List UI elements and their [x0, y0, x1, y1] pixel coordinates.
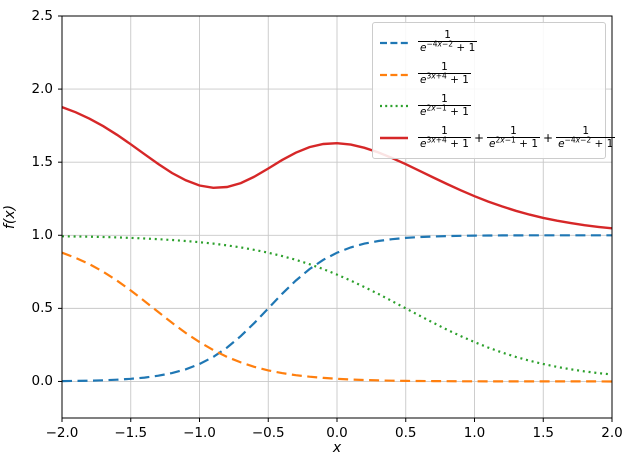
curve-sigmoid-neg4x-2	[61, 234, 612, 383]
y-tick-label: 1.5	[31, 154, 53, 171]
y-axis-label: f(x)	[2, 204, 18, 230]
x-tick-label: −1.5	[114, 425, 148, 441]
y-tick-label: 2.0	[31, 81, 53, 98]
x-tick-label: 0.0	[326, 425, 348, 441]
x-axis-label: x	[332, 440, 342, 456]
legend-item-sigmoid-3x+4: 1 e3x+4 + 1	[379, 62, 599, 87]
legend-item-sigmoid-neg4x-2: 1 e−4x−2 + 1	[379, 30, 599, 55]
fraction: 1 e−4x−2 + 1	[556, 124, 616, 150]
legend-label-sum-of-sigmoids: 1 e3x+4 + 1 +1 e2x−1 + 1 +1 e−4x−2 + 1	[418, 124, 616, 151]
legend-item-sum-of-sigmoids: 1 e3x+4 + 1 +1 e2x−1 + 1 +1 e−4x−2 + 1	[379, 125, 616, 151]
y-tick-label: 2.5	[31, 8, 53, 24]
x-tick-label: −2.0	[45, 425, 79, 441]
curve-sum-of-sigmoids	[61, 105, 613, 230]
plus-separator: +	[543, 131, 554, 146]
legend-line-sample	[380, 41, 408, 44]
fraction: 1 e3x+4 + 1	[418, 61, 471, 87]
y-tick-label: 1.0	[31, 227, 53, 244]
x-tick-label: 0.5	[395, 425, 417, 441]
legend-line-sample	[380, 136, 408, 140]
fraction: 1 e2x−1 + 1	[418, 92, 471, 118]
legend-label-sigmoid-2x-1: 1 e2x−1 + 1	[418, 92, 471, 119]
legend-item-sigmoid-2x-1: 1 e2x−1 + 1	[379, 92, 599, 119]
x-tick-label: 1.5	[532, 425, 554, 441]
legend-line-sample	[380, 105, 408, 108]
x-tick-label: −1.0	[183, 425, 216, 441]
curve-sigmoid-2x-1	[61, 235, 613, 376]
legend-label-sigmoid-3x+4: 1 e3x+4 + 1	[418, 62, 471, 87]
legend: 1 e−4x−2 + 1 1 e3x+4 + 1 1 e2x−1 + 1 1 e3x+4 + …	[372, 22, 616, 159]
y-tick-label: 0.0	[31, 373, 53, 390]
plus-separator: +	[473, 131, 485, 146]
x-tick-label: −0.5	[251, 425, 285, 441]
fraction: 1 e−4x−2 + 1	[418, 29, 478, 55]
y-tick-label: 0.5	[31, 300, 53, 317]
x-tick-label: 2.0	[601, 425, 623, 441]
legend-label-sigmoid-neg4x-2: 1 e−4x−2 + 1	[418, 29, 478, 55]
x-tick-label: 1.0	[463, 425, 486, 441]
legend-line-sample	[380, 73, 408, 76]
fraction: 1 e3x+4 + 1	[418, 124, 471, 150]
fraction: 1 e2x−1 + 1	[487, 124, 540, 150]
